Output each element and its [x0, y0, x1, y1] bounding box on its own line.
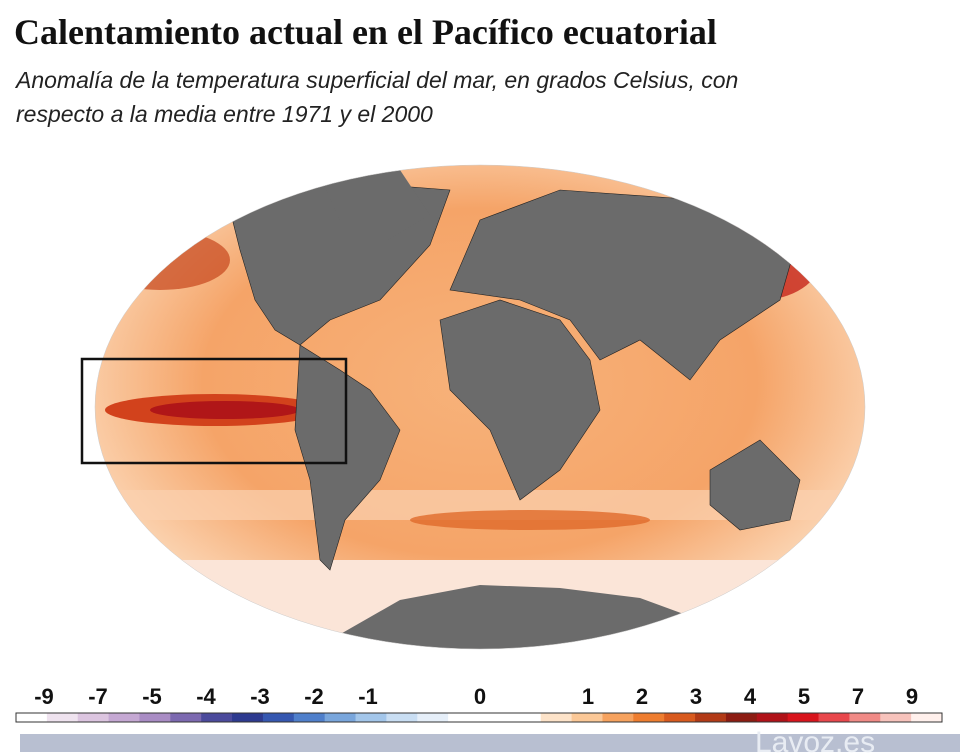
- legend-swatch: [540, 713, 573, 722]
- legend-tick-label: 1: [582, 684, 594, 709]
- legend-swatch: [262, 713, 295, 722]
- legend-swatch: [417, 713, 449, 722]
- legend-swatch: [725, 713, 758, 722]
- legend-swatch: [201, 713, 233, 722]
- footer-bar: [20, 734, 960, 752]
- legend-swatch: [139, 713, 171, 722]
- legend-swatch: [448, 713, 480, 722]
- legend-tick-label: -9: [34, 684, 54, 709]
- legend-swatch: [602, 713, 634, 722]
- legend-tick-label: 7: [852, 684, 864, 709]
- highlight-box: [80, 357, 348, 465]
- legend-frame: [15, 712, 943, 723]
- source: Lavoz.es: [755, 726, 875, 756]
- subtitle: Anomalía de la temperatura superficial d…: [14, 67, 738, 93]
- legend-swatch: [386, 713, 418, 722]
- legend-tick-label: -5: [142, 684, 162, 709]
- legend-tick-label: -3: [250, 684, 270, 709]
- legend-swatch: [108, 713, 140, 722]
- legend-swatch: [880, 713, 912, 722]
- legend-swatch: [787, 713, 820, 722]
- legend-swatch: [479, 713, 511, 722]
- legend: -9 -7 -5 -4 -3 -2 -1 0 1 2 3 4 5 7 9: [15, 684, 943, 723]
- legend-tick-label: -1: [358, 684, 378, 709]
- legend-tick-label: 2: [636, 684, 648, 709]
- legend-swatch: [46, 713, 79, 722]
- legend-swatch: [77, 713, 110, 722]
- legend-swatch: [849, 713, 881, 722]
- title: Calentamiento actual en el Pacífico ecua…: [14, 12, 717, 52]
- subtitle: respecto a la media entre 1971 y el 2000: [16, 101, 433, 127]
- legend-swatch: [16, 713, 48, 722]
- legend-swatch: [633, 713, 665, 722]
- legend-swatch: [170, 713, 202, 722]
- legend-tick-label: 0: [474, 684, 486, 709]
- legend-swatch: [911, 713, 943, 722]
- legend-tick-label: -4: [196, 684, 216, 709]
- legend-tick-label: 5: [798, 684, 810, 709]
- legend-tick-label: 4: [744, 684, 757, 709]
- legend-tick-label: -2: [304, 684, 324, 709]
- legend-swatch: [509, 713, 542, 722]
- legend-swatch: [324, 713, 357, 722]
- legend-swatch: [695, 713, 727, 722]
- legend-swatch: [756, 713, 789, 722]
- legend-swatch: [818, 713, 850, 722]
- legend-swatch: [571, 713, 603, 722]
- legend-swatch: [293, 713, 326, 722]
- legend-swatch: [355, 713, 387, 722]
- legend-swatch: [232, 713, 264, 722]
- legend-tick-label: -7: [88, 684, 108, 709]
- map: [95, 165, 865, 649]
- legend-swatch: [664, 713, 696, 722]
- legend-tick-label: 9: [906, 684, 918, 709]
- legend-tick-label: 3: [690, 684, 702, 709]
